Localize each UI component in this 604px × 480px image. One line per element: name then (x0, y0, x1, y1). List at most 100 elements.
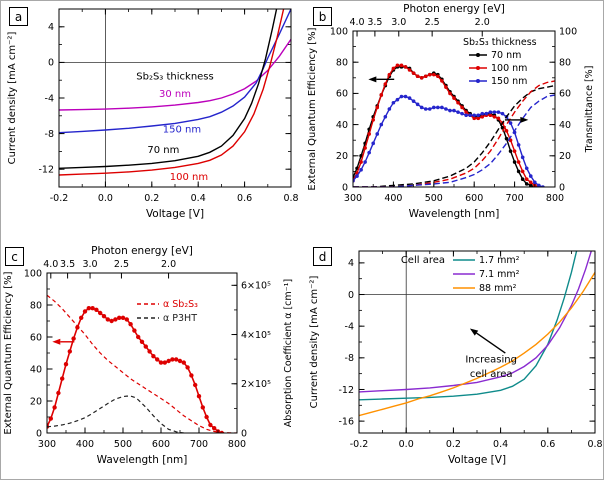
svg-text:-0.2: -0.2 (50, 193, 69, 204)
svg-text:0.2: 0.2 (446, 439, 461, 450)
svg-text:0.2: 0.2 (144, 193, 159, 204)
svg-text:3.0: 3.0 (82, 259, 97, 270)
svg-text:4: 4 (48, 22, 54, 33)
svg-text:0.6: 0.6 (540, 439, 555, 450)
svg-text:1.7 mm²: 1.7 mm² (479, 255, 520, 266)
svg-text:-8: -8 (45, 129, 54, 140)
svg-text:0: 0 (342, 182, 348, 193)
svg-text:0: 0 (48, 58, 54, 69)
svg-text:Absorption Coefficient α [cm⁻¹: Absorption Coefficient α [cm⁻¹] (283, 279, 294, 427)
svg-text:0.8: 0.8 (587, 439, 602, 450)
svg-text:100: 100 (559, 26, 577, 37)
svg-text:20: 20 (559, 151, 571, 162)
panel-a-jv-chart: -0.2 0.0 0.2 0.4 0.6 0.8 Voltage [V] 4 0 -4 -8 -12 C… (7, 8, 299, 220)
svg-text:Current density [mA cm⁻²]: Current density [mA cm⁻²] (309, 276, 320, 409)
svg-text:88 mm²: 88 mm² (479, 283, 517, 294)
svg-text:0: 0 (36, 428, 42, 439)
svg-text:External Quantum Efficiency [%: External Quantum Efficiency [%] (307, 27, 318, 190)
svg-text:0: 0 (348, 290, 354, 301)
svg-text:4×10⁵: 4×10⁵ (241, 330, 271, 341)
svg-text:Photon energy [eV]: Photon energy [eV] (91, 245, 193, 257)
svg-text:α P3HT: α P3HT (163, 313, 197, 324)
svg-text:-8: -8 (345, 353, 354, 364)
svg-text:500: 500 (425, 193, 443, 204)
svg-text:Sb₂S₃ thickness: Sb₂S₃ thickness (463, 37, 537, 48)
panel-label-d: d (313, 247, 332, 266)
svg-text:20: 20 (336, 151, 348, 162)
svg-text:40: 40 (30, 364, 42, 375)
svg-text:70 nm: 70 nm (491, 50, 521, 61)
svg-text:2.5: 2.5 (425, 17, 440, 28)
svg-text:-0.2: -0.2 (350, 439, 369, 450)
panel-label-c: c (5, 247, 24, 266)
svg-text:40: 40 (559, 120, 571, 131)
svg-text:30 nm: 30 nm (159, 89, 191, 100)
svg-text:0: 0 (559, 182, 565, 193)
svg-text:800: 800 (546, 193, 564, 204)
svg-text:80: 80 (559, 58, 571, 69)
svg-text:α Sb₂S₃: α Sb₂S₃ (163, 299, 198, 310)
panel-label-b: b (313, 7, 332, 26)
svg-text:0.0: 0.0 (399, 439, 414, 450)
svg-text:Voltage [V]: Voltage [V] (146, 208, 204, 220)
svg-text:600: 600 (465, 193, 483, 204)
svg-text:100: 100 (24, 268, 42, 279)
svg-text:2×10⁵: 2×10⁵ (241, 379, 271, 390)
svg-text:Current density [mA cm⁻²]: Current density [mA cm⁻²] (7, 32, 18, 165)
svg-text:0.0: 0.0 (98, 193, 113, 204)
svg-text:100 nm: 100 nm (170, 172, 208, 183)
svg-text:-16: -16 (338, 416, 354, 427)
svg-text:800: 800 (228, 439, 246, 450)
svg-text:0.8: 0.8 (283, 193, 298, 204)
svg-text:-4: -4 (345, 321, 354, 332)
svg-text:7.1 mm²: 7.1 mm² (479, 269, 520, 280)
svg-text:Sb₂S₃ thickness: Sb₂S₃ thickness (136, 71, 213, 82)
panel-label-a: a (9, 7, 28, 26)
svg-text:6×10⁵: 6×10⁵ (241, 281, 271, 292)
svg-text:4.0: 4.0 (43, 259, 58, 270)
svg-text:4: 4 (348, 258, 354, 269)
svg-text:400: 400 (384, 193, 402, 204)
svg-text:60: 60 (559, 89, 571, 100)
panel-d-cell-area-jv-chart: -0.2 0.0 0.2 0.4 0.6 0.8 Voltage [V] 4 0 -4 -8 -12 -… (309, 250, 603, 466)
svg-text:4.0: 4.0 (349, 17, 364, 28)
svg-text:Wavelength [nm]: Wavelength [nm] (97, 454, 188, 466)
svg-text:100 nm: 100 nm (491, 63, 527, 74)
svg-text:Cell area: Cell area (401, 255, 445, 266)
svg-text:80: 80 (336, 58, 348, 69)
svg-text:150 nm: 150 nm (163, 125, 201, 136)
svg-text:0: 0 (241, 428, 247, 439)
svg-text:70 nm: 70 nm (147, 145, 179, 156)
svg-text:2.0: 2.0 (161, 259, 176, 270)
svg-text:Voltage [V]: Voltage [V] (448, 454, 506, 466)
svg-text:3.0: 3.0 (391, 17, 406, 28)
svg-text:300: 300 (344, 193, 362, 204)
svg-text:2.0: 2.0 (475, 17, 490, 28)
svg-text:-12: -12 (38, 165, 54, 176)
svg-text:Increasing: Increasing (465, 355, 517, 366)
svg-text:300: 300 (38, 439, 56, 450)
svg-text:0.6: 0.6 (237, 193, 252, 204)
svg-text:600: 600 (152, 439, 170, 450)
svg-text:2.5: 2.5 (114, 259, 129, 270)
svg-text:0.4: 0.4 (191, 193, 206, 204)
svg-text:0.4: 0.4 (493, 439, 508, 450)
svg-text:-4: -4 (45, 93, 54, 104)
svg-text:700: 700 (506, 193, 524, 204)
svg-text:60: 60 (336, 89, 348, 100)
svg-text:80: 80 (30, 300, 42, 311)
svg-text:40: 40 (336, 120, 348, 131)
svg-text:150 nm: 150 nm (491, 76, 527, 87)
svg-text:Photon energy [eV]: Photon energy [eV] (403, 3, 505, 15)
svg-text:3.5: 3.5 (60, 259, 75, 270)
svg-text:20: 20 (30, 396, 42, 407)
svg-text:cell area: cell area (470, 369, 513, 380)
svg-text:60: 60 (30, 332, 42, 343)
svg-text:3.5: 3.5 (367, 17, 382, 28)
svg-text:700: 700 (190, 439, 208, 450)
svg-text:500: 500 (114, 439, 132, 450)
svg-text:External Quantum Efficiency [%: External Quantum Efficiency [%] (3, 271, 14, 434)
